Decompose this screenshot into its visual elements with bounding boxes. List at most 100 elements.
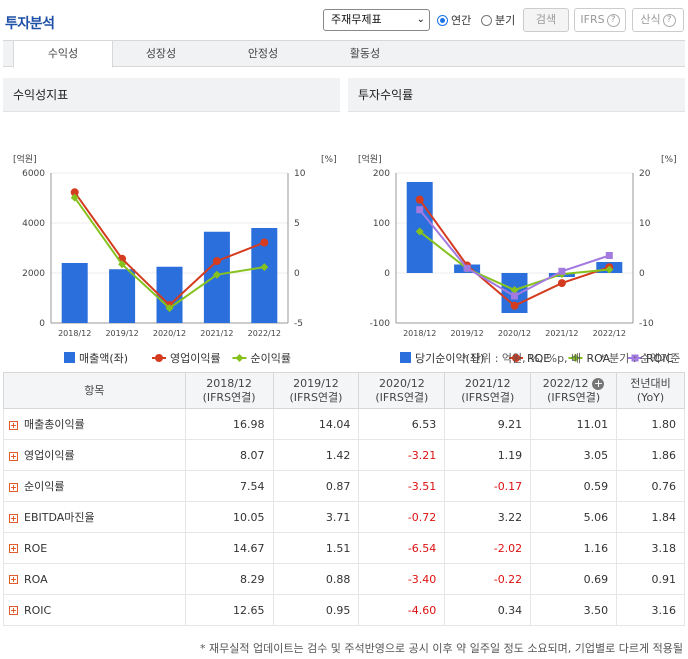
right-tick-label: 0 [639,269,645,279]
left-tick-label: 0 [39,319,45,329]
column-header: 2022/12 + (IFRS연결) [530,372,618,409]
right-tick-label: 20 [639,169,651,179]
table-cell: 0.76 [616,470,685,502]
expand-plus-icon[interactable] [9,606,18,615]
right-tick-label: 10 [294,169,306,179]
right-tick-label: 5 [294,219,300,229]
column-header-basis: (IFRS연결) [202,390,256,404]
row-label[interactable]: 매출총이익률 [3,408,186,440]
legend-label: ROIC [646,352,674,365]
point-marker [118,260,127,269]
unit-note: * 단위 : 억원, %, %p, 배 [462,352,582,365]
column-header-period: 2020/12 [379,376,425,390]
table-cell: 9.21 [444,408,532,440]
point-marker [415,227,424,236]
statement-select[interactable]: 주재무제표 ⌄ [323,9,430,31]
column-header: 2020/12 (IFRS연결) [358,372,446,409]
ifrs-button[interactable]: IFRS? [574,8,626,32]
radio-annual-label: 연간 [451,14,472,27]
panel-title: 투자수익률 [348,78,685,112]
expand-plus-icon[interactable] [9,575,18,584]
column-header-period: 전년대비 [630,376,671,390]
point-marker [165,304,174,313]
x-tick-label: 2022/12 [593,329,626,338]
search-button[interactable]: 검색 [523,8,569,32]
row-label[interactable]: EBITDA마진율 [3,501,186,533]
legend-marker [155,354,163,362]
legend-label: 당기순이익(좌) [415,352,484,365]
row-label-text: ROE [24,541,48,555]
table-row: ROE 14.67 1.51 -6.54 -2.02 1.16 3.18 [3,532,685,564]
formula-button[interactable]: 산식? [632,8,684,32]
search-button-label: 검색 [535,13,557,26]
right-tick-label: -5 [294,319,303,329]
panel-title: 수익성지표 [3,78,340,112]
point-marker [212,257,221,266]
help-icon: ? [606,13,620,27]
table-cell: 0.91 [616,563,685,595]
radio-quarter-label: 분기 [495,14,516,27]
x-tick-label: 2019/12 [450,329,483,338]
column-header-basis: (YoY) [636,390,665,404]
table-cell: 0.69 [530,563,618,595]
tab-bar: 수익성 성장성 안정성 활동성 [3,40,685,68]
table-cell: 3.05 [530,439,618,471]
row-label[interactable]: ROA [3,563,186,595]
radio-annual[interactable]: 연간 [437,12,471,28]
row-label-text: 매출총이익률 [24,418,85,431]
row-label[interactable]: ROIC [3,594,186,626]
bar [406,182,433,273]
table-cell: 6.53 [358,408,446,440]
legend-label: ROA [587,352,611,365]
left-tick-label: 200 [373,169,390,179]
expand-plus-icon[interactable] [9,544,18,553]
point-marker [260,263,269,272]
table-cell: 8.29 [184,563,274,595]
investment-return-chart-panel: 투자수익률 [억원] [%] 200 100 0 -100 20 10 0 -10 2018/… [348,78,685,365]
column-header: 2019/12 (IFRS연결) [272,372,360,409]
tab-stability[interactable]: 안정성 [247,47,279,60]
table-cell: 1.16 [530,532,618,564]
table-cell: 0.88 [272,563,360,595]
row-label-text: 순이익률 [24,480,65,493]
table-cell: 3.50 [530,594,618,626]
row-label[interactable]: 영업이익률 [3,439,186,471]
table-row: 매출총이익률 16.98 14.04 6.53 9.21 11.01 1.80 [3,408,685,440]
tab-growth[interactable]: 성장성 [145,47,177,60]
table-body: 매출총이익률 16.98 14.04 6.53 9.21 11.01 1.80 영업이익률 8.… [3,408,685,626]
point-marker [605,265,614,274]
footer-note: * 재무실적 업데이트는 검수 및 주석반영으로 공시 이후 약 일주일 정도 … [200,642,683,655]
column-header: 2021/12 (IFRS연결) [444,372,532,409]
formula-button-label: 산식 [640,13,661,26]
ratio-table: 항목 2018/12 (IFRS연결) 2019/12 (IFRS연결) 2020/12(… [3,372,685,626]
table-cell: -3.40 [358,563,446,595]
expand-plus-icon[interactable] [9,513,18,523]
left-tick-label: 6000 [22,169,45,179]
statement-select-value: 주재무제표 [331,13,382,26]
point-marker [605,252,613,259]
row-label[interactable]: 순이익률 [3,470,186,502]
expand-plus-icon[interactable] [9,482,18,492]
tab-activity[interactable]: 활동성 [349,47,381,60]
column-header-period: 2021/12 [464,376,511,390]
expand-plus-icon[interactable] [9,451,18,461]
legend-marker [512,354,520,362]
row-label-text: 영업이익률 [24,449,75,462]
legend-label: ROE [527,352,550,365]
page-title: 투자분석 [5,16,55,32]
radio-quarter[interactable]: 분기 [481,12,515,28]
table-row: ROA 8.29 0.88 -3.40 -0.22 0.69 0.91 [3,563,685,595]
expand-plus-icon[interactable] [9,420,18,430]
table-cell: 16.98 [184,408,274,440]
table-cell: 1.51 [272,532,360,564]
table-cell: 0.59 [530,470,618,502]
table-cell: 1.42 [272,439,360,471]
x-tick-label: 2020/12 [498,329,531,338]
x-tick-label: 2021/12 [200,329,233,338]
radio-off-icon [481,14,492,26]
add-column-icon[interactable]: + [592,376,605,390]
legend-swatch [400,352,411,363]
row-label[interactable]: ROE [3,532,186,564]
tab-profitability[interactable]: 수익성 [13,40,113,68]
